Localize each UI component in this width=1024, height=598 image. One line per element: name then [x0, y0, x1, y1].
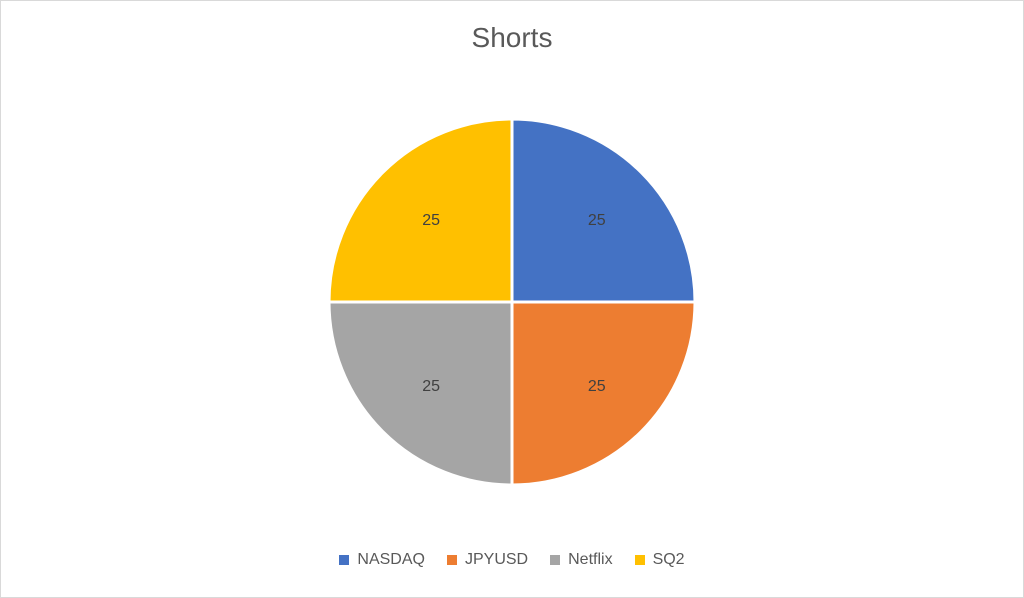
- chart-title: Shorts: [471, 22, 553, 53]
- pie-slice-sq2[interactable]: [327, 117, 514, 304]
- legend-item-sq2[interactable]: SQ2: [634, 551, 685, 569]
- legend-swatch: [550, 555, 561, 565]
- slice-label-netflix: 25: [422, 378, 440, 395]
- pie-slice-jpyusd[interactable]: [510, 300, 697, 487]
- legend-swatch: [446, 555, 457, 565]
- slice-label-sq2: 25: [422, 212, 440, 229]
- pie-slice-netflix[interactable]: [327, 300, 514, 487]
- legend-item-nasdaq[interactable]: NASDAQ: [339, 551, 425, 569]
- slice-label-jpyusd: 25: [588, 378, 606, 395]
- legend-label: SQ2: [652, 551, 685, 568]
- legend-label: NASDAQ: [357, 551, 425, 568]
- legend-item-jpyusd[interactable]: JPYUSD: [446, 551, 529, 569]
- legend-label: JPYUSD: [464, 551, 529, 568]
- legend-label: Netflix: [568, 551, 613, 568]
- legend-swatch: [634, 555, 645, 565]
- slice-label-nasdaq: 25: [588, 212, 606, 229]
- legend-swatch: [339, 555, 350, 565]
- legend-item-netflix[interactable]: Netflix: [550, 551, 613, 569]
- chart-legend: NASDAQ JPYUSD Netflix SQ2: [0, 551, 1024, 569]
- pie-slice-nasdaq[interactable]: [510, 117, 697, 304]
